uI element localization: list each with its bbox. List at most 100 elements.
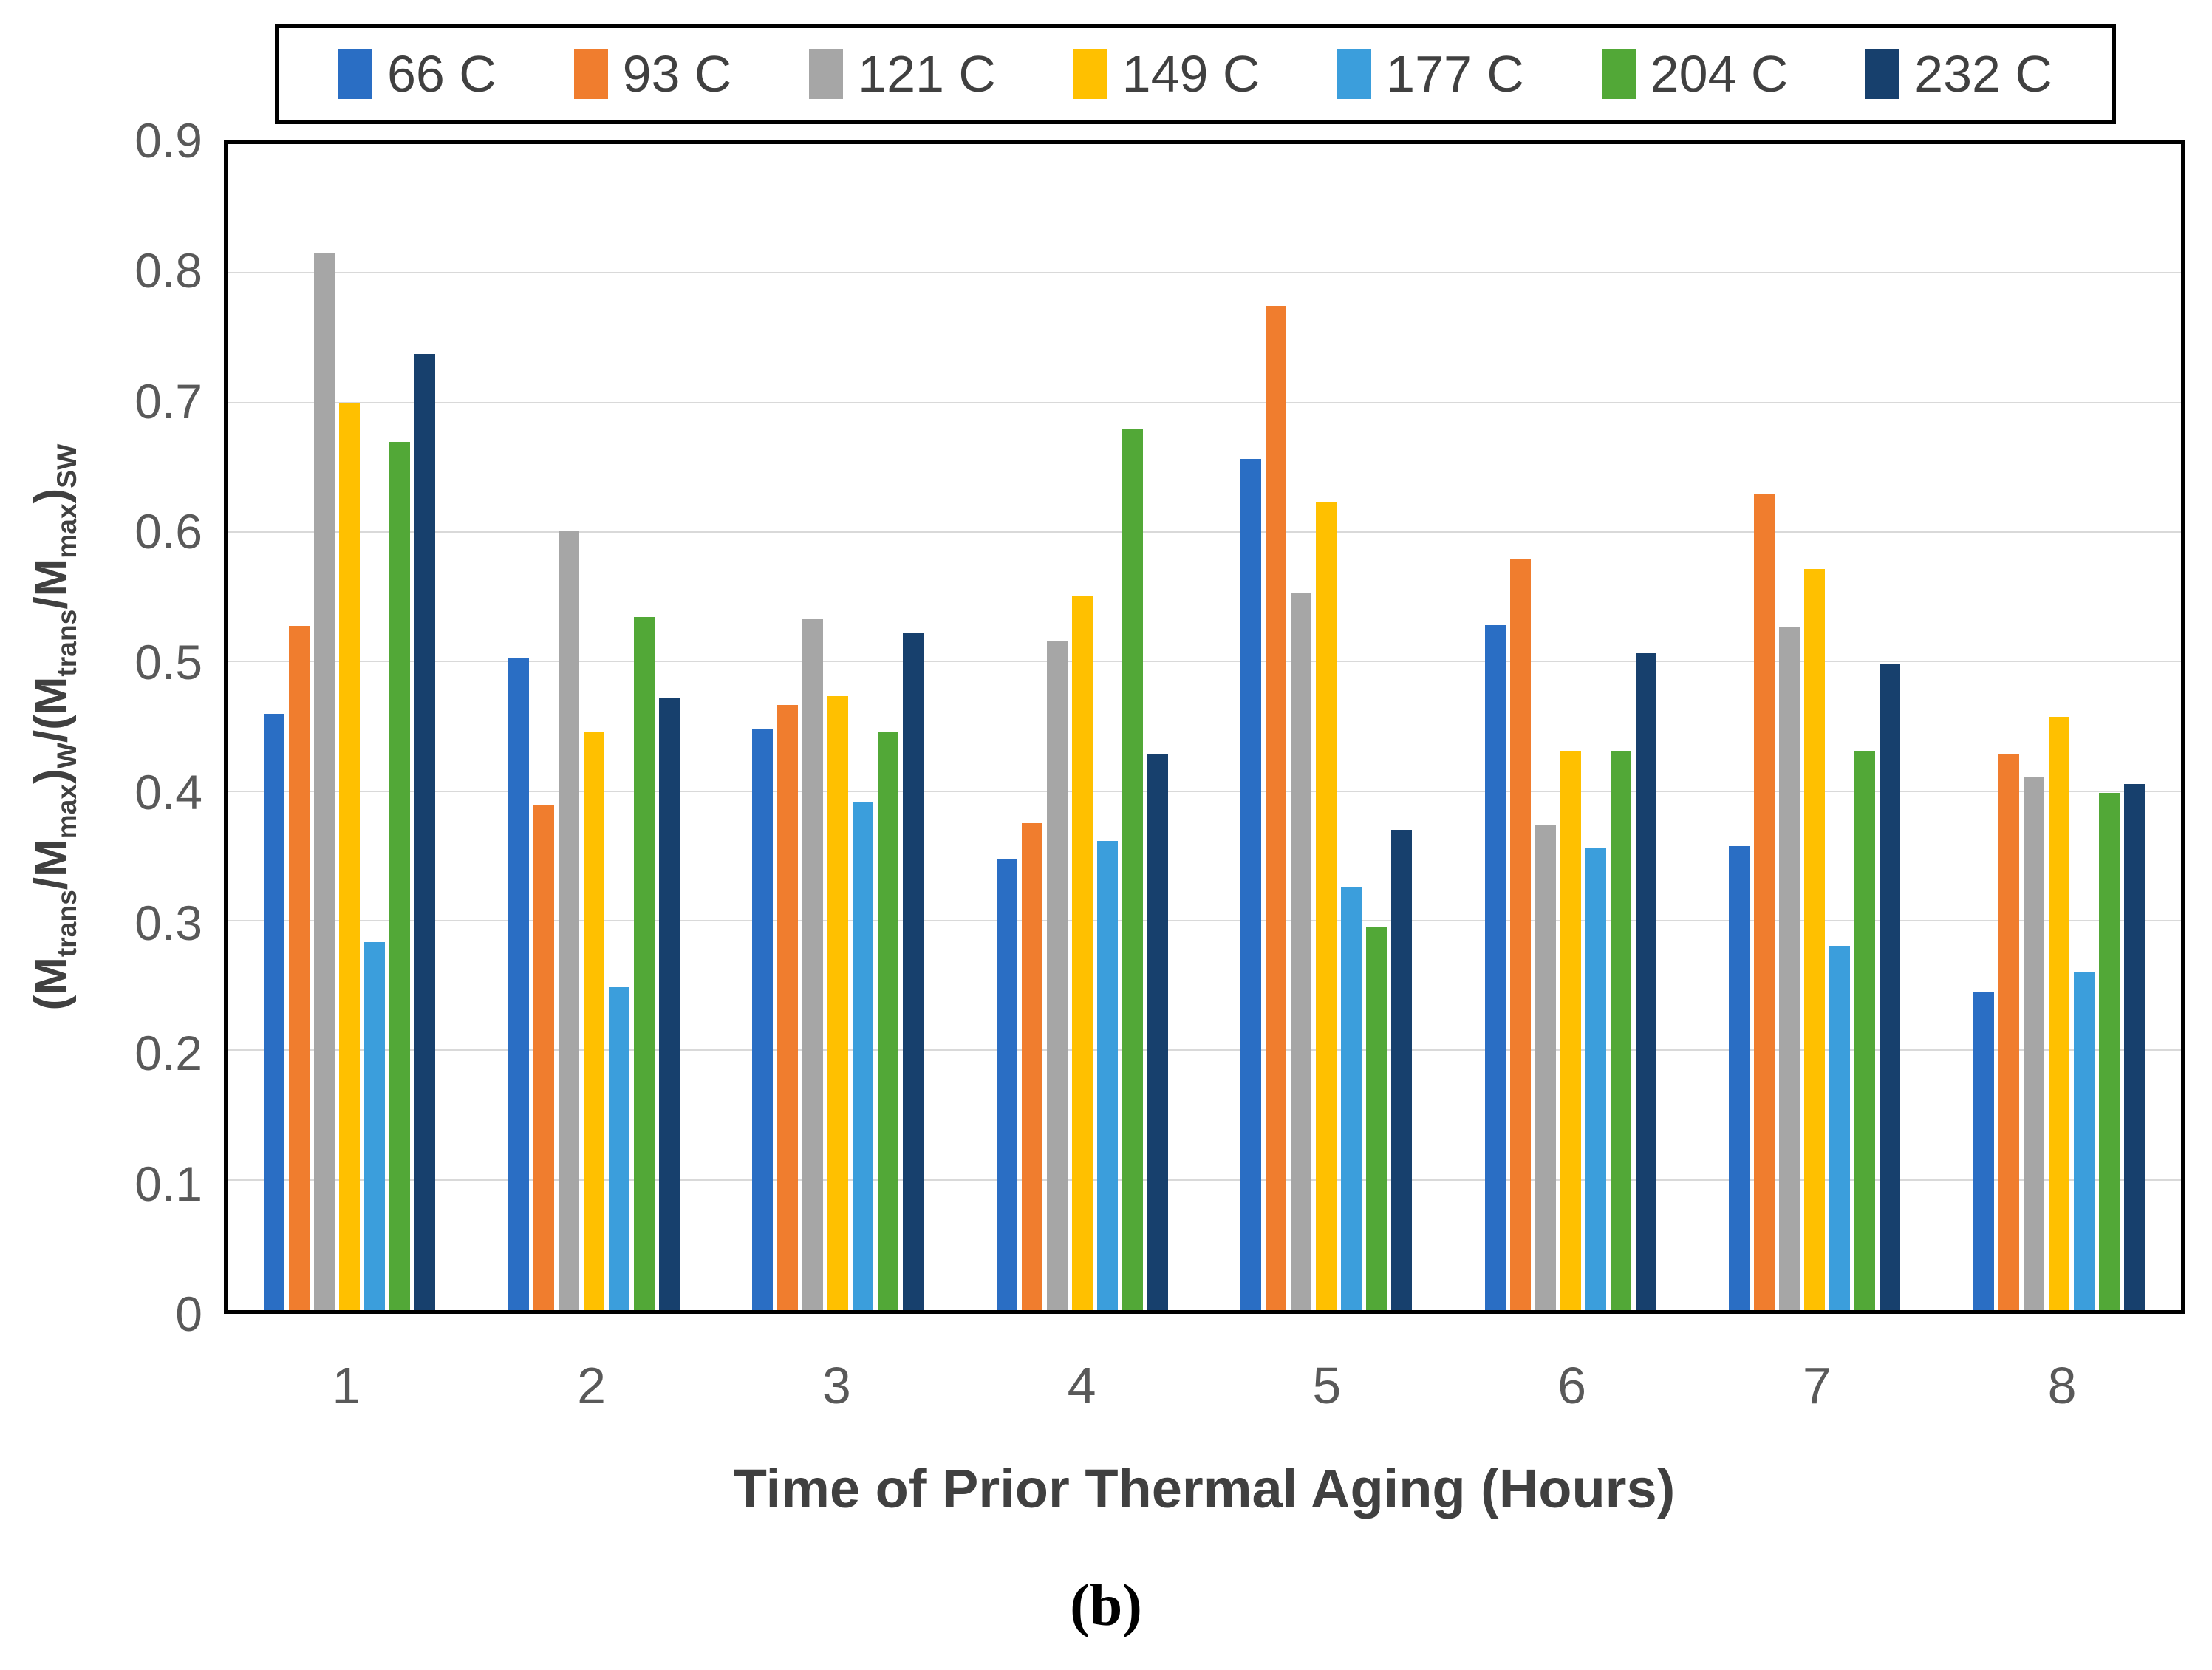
legend-swatch	[1073, 49, 1107, 99]
bar-149-c-hour-6	[1560, 752, 1581, 1310]
bar-121-c-hour-4	[1046, 641, 1068, 1310]
legend-item-93-c: 93 C	[573, 48, 731, 100]
bar-121-c-hour-1	[314, 253, 335, 1310]
legend-item-204-c: 204 C	[1601, 48, 1788, 100]
legend-swatch	[1601, 49, 1636, 99]
bar-group-3	[716, 144, 960, 1310]
bar-204-c-hour-8	[2098, 793, 2120, 1310]
grid-layer	[228, 144, 2181, 1310]
bar-121-c-hour-7	[1779, 627, 1800, 1310]
figure-caption: (b)	[1070, 1573, 1142, 1638]
bar-66-c-hour-8	[1973, 991, 1994, 1310]
x-tick-label: 6	[1557, 1357, 1587, 1414]
bar-66-c-hour-5	[1240, 459, 1262, 1310]
bar-232-c-hour-5	[1391, 829, 1413, 1310]
y-axis-ticks: 0 0.1 0.2 0.3 0.4 0.5 0.6 0.7 0.8 0.9	[0, 116, 208, 1338]
legend-swatch	[573, 49, 608, 99]
gridline	[228, 1049, 2181, 1052]
bar-177-c-hour-7	[1829, 946, 1851, 1310]
legend: 66 C 93 C 121 C 149 C 177 C 204 C 232 C	[275, 24, 2116, 124]
bar-204-c-hour-2	[633, 616, 655, 1310]
legend-swatch	[1337, 49, 1372, 99]
y-tick-label: 0	[175, 1286, 202, 1341]
x-tick-label: 2	[577, 1357, 607, 1414]
bar-232-c-hour-8	[2123, 784, 2145, 1310]
legend-label: 66 C	[387, 45, 496, 103]
bar-93-c-hour-2	[533, 805, 554, 1310]
legend-swatch	[809, 49, 844, 99]
y-tick-label: 0.9	[134, 113, 202, 168]
y-tick-label: 0.7	[134, 373, 202, 429]
bar-93-c-hour-4	[1021, 822, 1042, 1310]
legend-label: 149 C	[1122, 45, 1260, 103]
bar-66-c-hour-2	[508, 658, 529, 1310]
bar-121-c-hour-8	[2023, 776, 2044, 1310]
bar-66-c-hour-1	[264, 714, 285, 1310]
bar-177-c-hour-4	[1096, 841, 1118, 1310]
x-tick-label: 1	[332, 1357, 361, 1414]
legend-item-177-c: 177 C	[1337, 48, 1524, 100]
bar-177-c-hour-6	[1585, 848, 1606, 1310]
x-tick-label: 7	[1802, 1357, 1832, 1414]
gridline	[228, 790, 2181, 792]
bar-121-c-hour-2	[558, 531, 579, 1310]
legend-label: 232 C	[1914, 45, 2052, 103]
bar-149-c-hour-7	[1804, 569, 1826, 1310]
bar-232-c-hour-1	[414, 354, 436, 1310]
legend-item-66-c: 66 C	[338, 48, 496, 100]
bar-204-c-hour-3	[878, 732, 899, 1310]
bar-93-c-hour-8	[1998, 754, 2019, 1310]
bar-group-7	[1693, 144, 1937, 1310]
bar-121-c-hour-3	[802, 619, 824, 1310]
bar-232-c-hour-4	[1147, 754, 1168, 1310]
plot-area	[224, 140, 2185, 1314]
bar-group-6	[1449, 144, 1693, 1310]
x-axis-ticks: 1 2 3 4 5 6 7 8	[224, 1360, 2185, 1411]
gridline	[228, 531, 2181, 534]
x-tick-label: 5	[1312, 1357, 1342, 1414]
bar-93-c-hour-5	[1266, 306, 1287, 1310]
bar-149-c-hour-2	[583, 732, 604, 1310]
gridline	[228, 401, 2181, 403]
bar-121-c-hour-5	[1291, 593, 1312, 1310]
bar-204-c-hour-1	[389, 442, 411, 1310]
bar-group-8	[1937, 144, 2182, 1310]
gridline	[228, 661, 2181, 663]
bar-group-2	[472, 144, 717, 1310]
gridline	[228, 1179, 2181, 1181]
bar-93-c-hour-6	[1509, 559, 1531, 1310]
bar-149-c-hour-4	[1071, 596, 1093, 1310]
y-tick-label: 0.2	[134, 1026, 202, 1081]
bar-group-4	[960, 144, 1205, 1310]
y-tick-label: 0.6	[134, 504, 202, 559]
bar-177-c-hour-1	[364, 942, 386, 1310]
x-tick-label: 8	[2047, 1357, 2077, 1414]
legend-item-149-c: 149 C	[1073, 48, 1260, 100]
bar-177-c-hour-8	[2073, 972, 2095, 1310]
bar-232-c-hour-6	[1635, 653, 1656, 1310]
legend-label: 121 C	[858, 45, 996, 103]
gridline	[228, 920, 2181, 922]
bar-177-c-hour-5	[1341, 887, 1362, 1310]
bar-149-c-hour-5	[1316, 501, 1337, 1310]
legend-swatch	[1865, 49, 1900, 99]
bar-204-c-hour-6	[1610, 752, 1631, 1310]
bar-232-c-hour-7	[1880, 664, 1901, 1310]
bar-121-c-hour-6	[1535, 824, 1556, 1310]
bar-66-c-hour-3	[752, 728, 774, 1310]
bar-177-c-hour-2	[608, 987, 629, 1310]
bar-232-c-hour-2	[658, 697, 680, 1310]
bar-93-c-hour-1	[289, 626, 310, 1310]
y-tick-label: 0.8	[134, 243, 202, 299]
bar-66-c-hour-4	[996, 859, 1017, 1310]
bar-group-5	[1204, 144, 1449, 1310]
bar-66-c-hour-7	[1729, 846, 1750, 1310]
bar-204-c-hour-4	[1122, 429, 1143, 1310]
y-tick-label: 0.3	[134, 895, 202, 950]
bar-149-c-hour-3	[827, 695, 849, 1310]
legend-item-121-c: 121 C	[809, 48, 996, 100]
bar-232-c-hour-3	[903, 633, 924, 1310]
bar-group-1	[228, 144, 472, 1310]
bar-177-c-hour-3	[853, 802, 874, 1310]
